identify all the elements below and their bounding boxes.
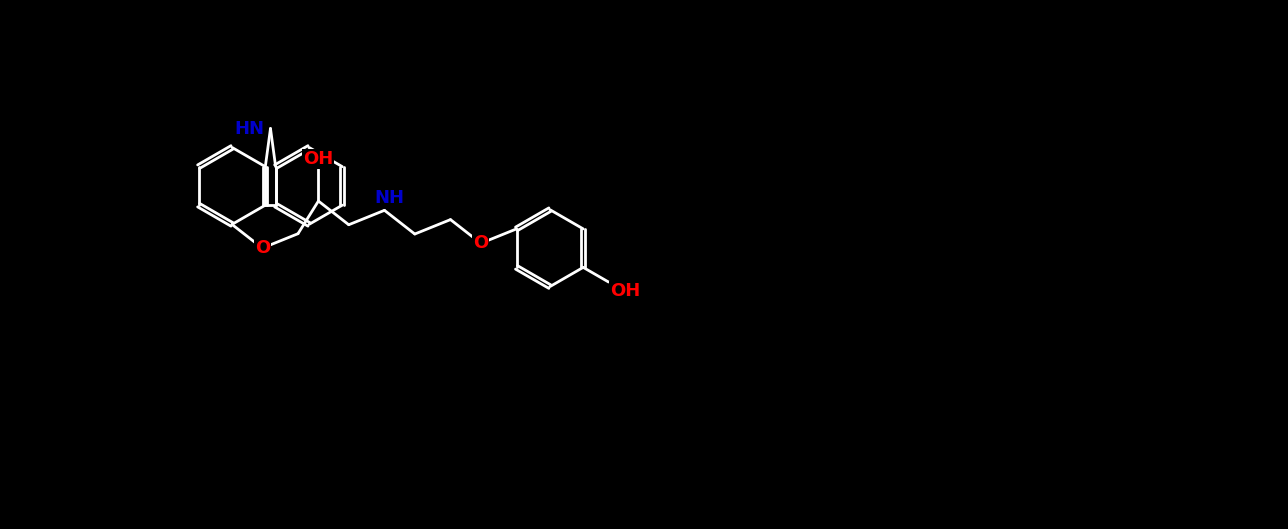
Text: OH: OH (611, 282, 640, 300)
Text: NH: NH (374, 189, 404, 207)
Text: O: O (255, 239, 270, 257)
Text: HN: HN (234, 120, 264, 138)
Text: OH: OH (303, 150, 334, 168)
Text: O: O (473, 234, 488, 252)
